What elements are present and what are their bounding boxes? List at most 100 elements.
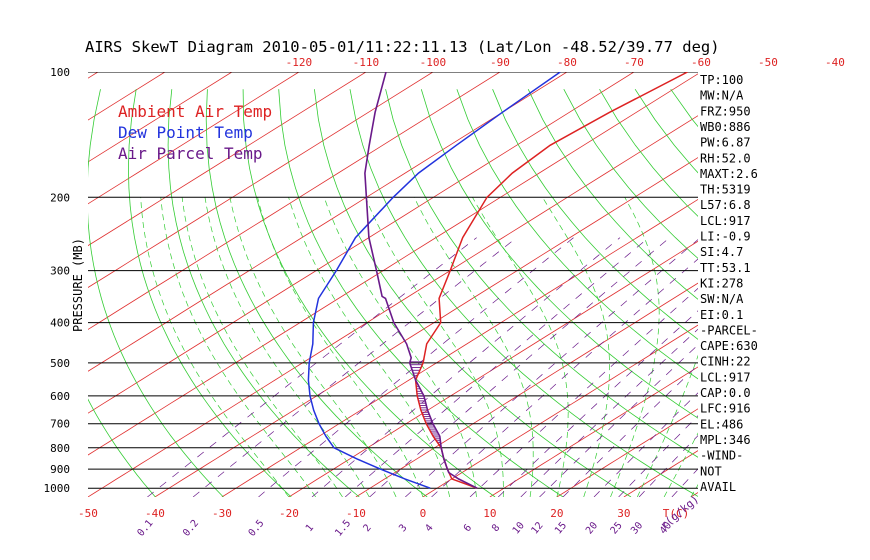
- moist-adiabat-line: [323, 197, 477, 497]
- index-entry: MAXT:2.6: [700, 167, 758, 181]
- dry-adiabat-line: [314, 89, 632, 497]
- legend-item-ambient-air-temp: Ambient Air Temp: [118, 102, 272, 121]
- pressure-tick-label: 600: [50, 390, 70, 403]
- isotherm-line: [422, 324, 698, 497]
- mixing-ratio-tick-label: 1: [304, 523, 316, 535]
- mixing-ratio-tick-label: 6: [462, 523, 474, 535]
- pressure-tick-label: 300: [50, 265, 70, 278]
- dry-adiabat-line: [167, 89, 360, 497]
- top-temp-tick-label: -90: [490, 56, 510, 69]
- moist-adiabat-line: [472, 197, 569, 497]
- isotherm-line: [489, 366, 698, 497]
- mixing-ratio-tick-label: 1.5: [333, 518, 353, 539]
- mixing-ratio-line: [469, 287, 698, 497]
- mixing-ratio-tick-label: 0.1: [135, 518, 155, 539]
- isotherm-line: [88, 72, 568, 372]
- bottom-temp-tick-label: 10: [483, 507, 496, 520]
- mixing-ratio-line: [638, 435, 698, 497]
- mixing-ratio-line: [258, 237, 574, 497]
- top-temp-tick-label: -60: [691, 56, 711, 69]
- mixing-ratio-line: [405, 239, 698, 497]
- air-parcel-temp-line: [364, 72, 478, 489]
- mixing-ratio-tick-label: 20: [584, 520, 600, 536]
- moist-adiabat-line: [636, 354, 698, 497]
- index-entry: SI:4.7: [700, 245, 743, 259]
- index-entry: AVAIL: [700, 480, 736, 494]
- bottom-temp-tick-label: 0: [420, 507, 427, 520]
- dry-adiabat-line: [242, 89, 496, 497]
- dry-adiabat-line: [742, 89, 870, 497]
- index-entry: LCL:917: [700, 214, 751, 228]
- bottom-temp-tick-label: 20: [550, 507, 563, 520]
- chart-title: AIRS SkewT Diagram 2010-05-01/11:22:11.1…: [85, 38, 720, 56]
- mixing-ratio-line: [618, 415, 698, 497]
- dry-adiabat-line: [778, 89, 870, 497]
- pressure-tick-label: 400: [50, 317, 70, 330]
- dew-point-temp-line: [307, 72, 561, 489]
- mixing-ratio-line: [497, 310, 698, 497]
- dry-adiabat-line: [849, 89, 870, 497]
- bottom-temp-tick-label: -20: [279, 507, 299, 520]
- mixing-ratio-line: [520, 328, 698, 497]
- dry-adiabat-line: [127, 89, 292, 497]
- bottom-temp-tick-label: -10: [346, 507, 366, 520]
- moist-adiabat-line: [413, 197, 534, 497]
- index-entry: EI:0.1: [700, 308, 743, 322]
- chart-series: [307, 72, 688, 489]
- moist-adiabat-line: [257, 197, 424, 497]
- top-temp-tick-label: -50: [758, 56, 778, 69]
- pressure-tick-label: 800: [50, 442, 70, 455]
- dry-adiabat-line: [527, 89, 698, 300]
- mixing-ratio-tick-label: 30: [629, 520, 645, 536]
- index-entry: LI:-0.9: [700, 230, 751, 244]
- dry-adiabat-line: [205, 89, 428, 497]
- mixing-ratio-tick-label: 0.5: [247, 518, 267, 539]
- moist-adiabat-line: [542, 197, 610, 497]
- isotherm-line: [556, 408, 698, 497]
- index-entry: CAP:0.0: [700, 386, 751, 400]
- top-temp-tick-label: -110: [353, 56, 380, 69]
- index-entry: RH:52.0: [700, 151, 751, 165]
- index-entry: SW:N/A: [700, 292, 744, 306]
- pressure-tick-label: 700: [50, 418, 70, 431]
- top-temp-tick-label: -120: [286, 56, 313, 69]
- pressure-tick-label: 100: [50, 66, 70, 79]
- index-entry: -WIND-: [700, 449, 743, 463]
- index-entry: LFC:916: [700, 402, 751, 416]
- mixing-ratio-line: [147, 237, 477, 497]
- bottom-temp-tick-label: -40: [145, 507, 165, 520]
- moist-adiabat-line: [160, 197, 316, 497]
- dry-adiabat-line: [456, 89, 698, 380]
- moist-adiabat-line: [288, 197, 451, 497]
- mixing-ratio-tick-label: 15: [553, 520, 569, 536]
- index-entry: TH:5319: [700, 183, 751, 197]
- dry-adiabat-line: [634, 88, 698, 174]
- isotherm-line: [288, 240, 698, 497]
- index-entry: MW:N/A: [700, 89, 744, 103]
- mixing-ratio-tick-label: 2: [362, 523, 374, 535]
- index-entry: -PARCEL-: [700, 323, 758, 337]
- index-entry: FRZ:950: [700, 104, 751, 118]
- index-entry: TP:100: [700, 73, 743, 87]
- isotherm-line: [221, 198, 698, 497]
- pressure-tick-label: 1000: [44, 482, 71, 495]
- mixing-ratio-line: [431, 258, 698, 497]
- top-temp-tick-label: -70: [624, 56, 644, 69]
- isotherm-line: [0, 72, 31, 497]
- bottom-temp-tick-label: 30: [617, 507, 630, 520]
- mixing-ratio-tick-label: 3: [397, 523, 409, 535]
- chart-grid: [0, 72, 870, 497]
- isotherm-line: [88, 72, 434, 288]
- mixing-ratio-line: [369, 237, 670, 497]
- isotherm-line: [88, 72, 635, 414]
- mixing-ratio-line: [562, 364, 698, 497]
- isotherm-line: [825, 72, 870, 497]
- pressure-tick-label: 200: [50, 191, 70, 204]
- mixing-ratio-tick-label: 8: [490, 523, 502, 535]
- moist-adiabat-line: [610, 197, 660, 497]
- dry-adiabat-line: [278, 89, 564, 497]
- index-entry: L57:6.8: [700, 198, 751, 212]
- dry-adiabat-line: [563, 89, 698, 259]
- isotherm-line: [758, 72, 870, 497]
